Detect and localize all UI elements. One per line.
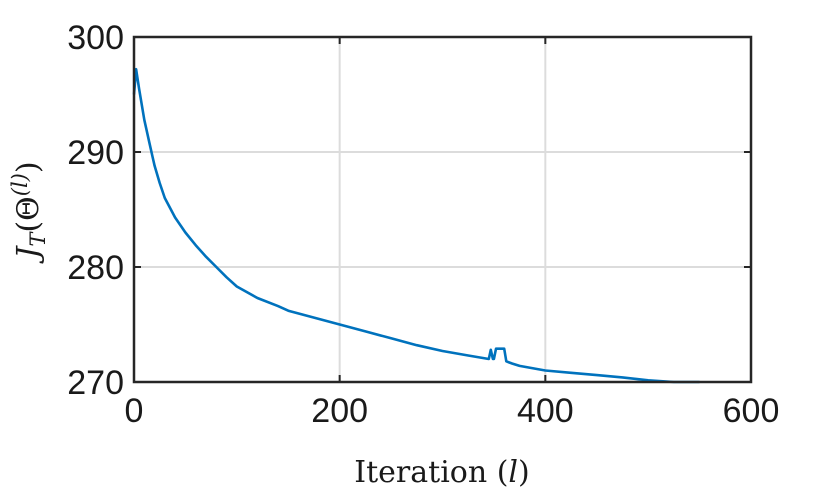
y-tick-label: 300 xyxy=(67,19,124,57)
plot-background xyxy=(134,37,751,382)
tick-marks xyxy=(133,36,752,383)
y-tick-label: 290 xyxy=(67,134,124,172)
tick-labels: 0 200 400 600 270 280 290 300 xyxy=(67,19,779,430)
x-tick-label: 200 xyxy=(311,392,368,430)
series-line xyxy=(132,67,700,384)
x-tick-label: 400 xyxy=(517,392,574,430)
plot-frame xyxy=(132,35,753,384)
y-tick-label: 280 xyxy=(67,249,124,287)
y-tick-label: 270 xyxy=(67,364,124,402)
y-axis-title: JT(Θ(l)) xyxy=(8,161,50,264)
x-tick-label: 600 xyxy=(723,392,780,430)
x-axis-title: Iteration (l) xyxy=(354,455,530,490)
x-tick-label: 0 xyxy=(125,392,144,430)
